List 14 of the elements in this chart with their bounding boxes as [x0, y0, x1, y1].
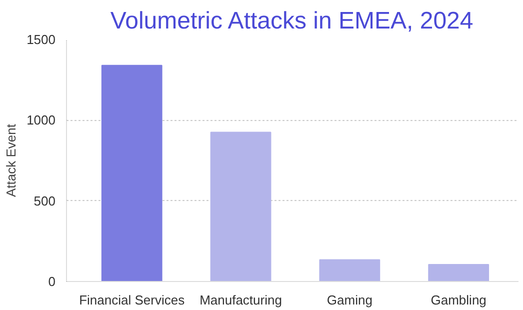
bar — [319, 259, 380, 282]
bar — [428, 264, 490, 282]
y-tick-label: 1000 — [26, 112, 56, 128]
y-axis-title: Attack Event — [4, 124, 19, 197]
x-tick-label: Gambling — [430, 292, 486, 308]
y-tick-label: 1500 — [26, 32, 56, 47]
x-tick-label: Financial Services — [79, 292, 186, 308]
y-tick-label: 0 — [48, 274, 56, 289]
bar — [101, 64, 162, 282]
x-tick-label: Manufacturing — [200, 292, 282, 308]
chart-title: Volumetric Attacks in EMEA, 2024 — [110, 8, 474, 34]
x-tick-label: Gaming — [326, 292, 372, 308]
bar — [210, 132, 272, 282]
y-tick-label: 500 — [34, 193, 56, 208]
